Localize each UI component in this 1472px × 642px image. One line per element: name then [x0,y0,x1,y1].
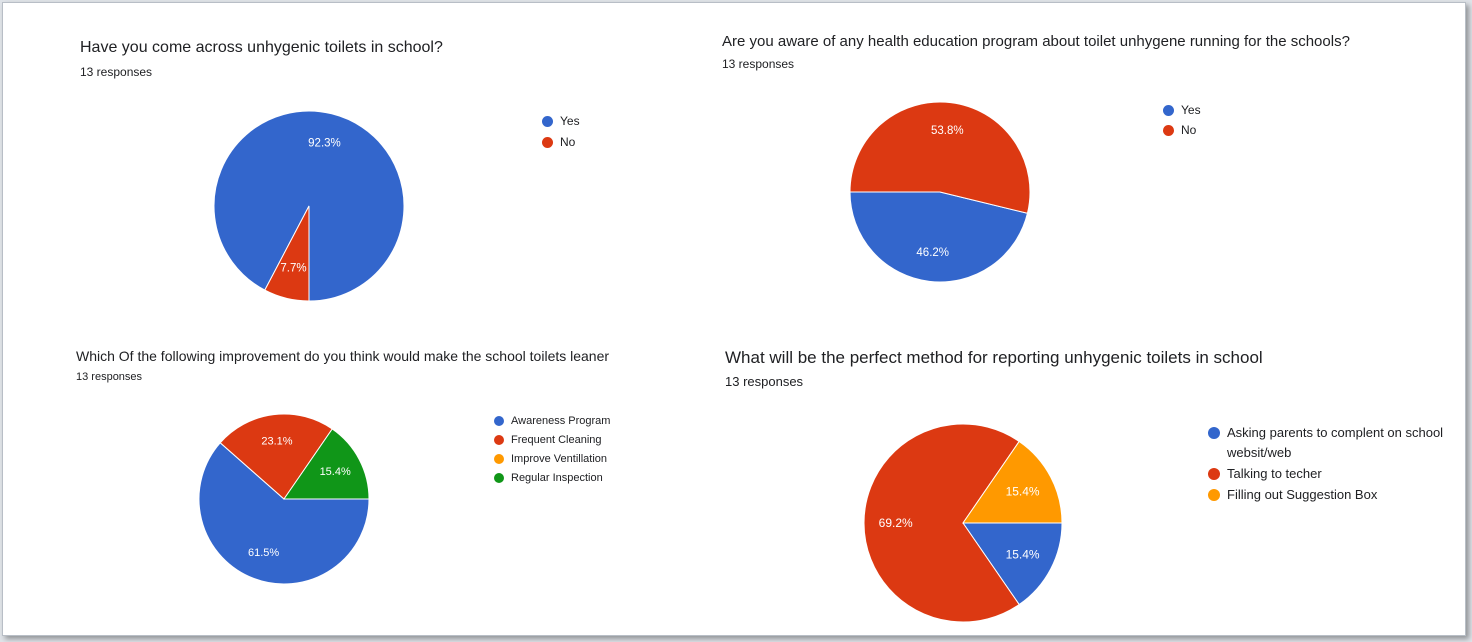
pie-slice-regular-inspection [283,428,370,500]
pie-data-label: 23.1% [261,436,292,448]
pie-data-label: 53.8% [931,125,964,137]
pie-data-label: 15.4% [320,466,351,478]
chart-legend: Asking parents to complent on school web… [1208,423,1458,506]
legend-label: No [560,135,576,149]
legend-label: Asking parents to complent on school web… [1227,425,1444,460]
pie-slice-asking-parents-to-complent-on-school-websit-web [962,522,1063,606]
pie-data-label: 15.4% [1006,485,1040,499]
pie-data-label: 69.2% [879,516,913,530]
chart-title: Which Of the following improvement do yo… [76,348,610,364]
response-count: 13 responses [725,374,804,389]
legend-item-regular-inspection: Regular Inspection [494,469,684,487]
legend-item-frequent-cleaning: Frequent Cleaning [494,431,684,449]
pie-slice-yes [849,191,1029,283]
legend-item-improve-ventillation: Improve Ventillation [494,450,684,468]
pie-data-label: 61.5% [248,547,279,559]
legend-swatch [494,473,504,483]
response-count: 13 responses [76,371,143,383]
pie-chart: 92.3% 7.7% [213,110,405,302]
chart-legend: Awareness Program Frequent Cleaning Improv… [494,412,684,488]
pie-slice-filling-out-suggestion-box [962,440,1063,524]
legend-item-asking-parents-to-complent-on-school-websit-web: Asking parents to complent on school web… [1208,423,1458,463]
pie-slice-awareness-program [198,442,370,585]
pie-data-label: 7.7% [280,263,306,275]
legend-swatch [494,454,504,464]
legend-swatch [542,115,553,127]
pie-chart: 46.2% 53.8% [849,101,1031,283]
legend-swatch [494,416,504,426]
legend-label: Frequent Cleaning [511,434,602,446]
legend-swatch [1163,105,1174,116]
legend-label: Talking to techer [1227,466,1322,481]
pie-slice-no [264,205,310,302]
legend-swatch [494,435,504,445]
legend-item-no: No [542,132,692,152]
pie-slice-talking-to-techer [863,423,1020,623]
response-count: 13 responses [80,65,153,79]
chart-legend: Yes No [542,111,692,153]
legend-label: Regular Inspection [511,472,603,484]
pie-data-label: 46.2% [916,247,949,259]
chart-legend: Yes No [1163,101,1313,141]
legend-swatch [542,136,553,148]
legend-label: No [1181,123,1197,137]
chart-title: Have you come across unhygenic toilets i… [80,39,443,56]
legend-swatch [1208,489,1220,501]
legend-label: Filling out Suggestion Box [1227,487,1378,502]
legend-label: Yes [1181,103,1201,117]
chart-title: Are you aware of any health education pr… [722,33,1350,50]
chart-title: What will be the perfect method for repo… [725,348,1263,367]
legend-item-filling-out-suggestion-box: Filling out Suggestion Box [1208,485,1458,505]
legend-item-talking-to-techer: Talking to techer [1208,464,1458,484]
legend-swatch [1208,468,1220,480]
legend-item-no: No [1163,121,1313,140]
response-count: 13 responses [722,57,795,71]
pie-slice-frequent-cleaning [219,413,333,500]
pie-data-label: 92.3% [308,137,341,149]
legend-label: Improve Ventillation [511,453,607,465]
pie-chart: 15.4% 69.2% 15.4% [863,423,1063,623]
legend-label: Yes [560,114,580,128]
legend-swatch [1163,125,1174,136]
legend-label: Awareness Program [511,415,611,427]
legend-item-awareness-program: Awareness Program [494,412,684,430]
pie-chart: 61.5% 23.1% 15.4% [198,413,370,585]
legend-swatch [1208,427,1220,439]
pie-data-label: 15.4% [1006,547,1040,561]
legend-item-yes: Yes [1163,101,1313,120]
legend-item-yes: Yes [542,111,692,131]
pie-slice-no [849,101,1031,214]
